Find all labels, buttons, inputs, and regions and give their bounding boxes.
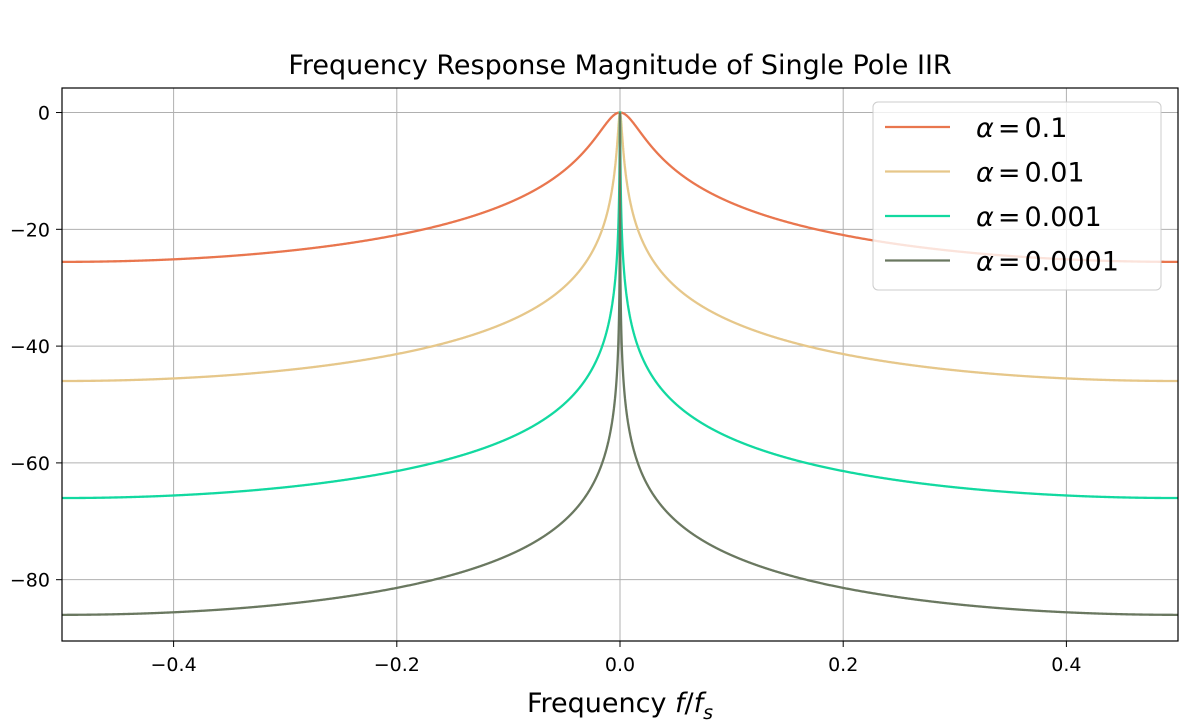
x-tick-label: 0.4 (1051, 654, 1081, 676)
x-tick-label: 0.0 (605, 654, 635, 676)
series-line-3 (62, 112, 1178, 616)
y-tick-label: −40 (10, 336, 50, 358)
x-tick-label: −0.2 (374, 654, 420, 676)
legend-label: α = 0.1 (976, 113, 1067, 144)
series-lines (62, 111, 1178, 616)
x-tick-label: 0.2 (828, 654, 858, 676)
legend-label: α = 0.01 (976, 158, 1085, 189)
chart-title: Frequency Response Magnitude of Single P… (288, 50, 951, 81)
x-tick-label: −0.4 (151, 654, 197, 676)
legend-label: α = 0.0001 (976, 247, 1119, 278)
legend-box (872, 101, 1162, 291)
legend: α = 0.1 α = 0.01 α = 0.001 α = 0.0001 (872, 101, 1162, 291)
y-tick-label: −80 (10, 570, 50, 592)
legend-label: α = 0.001 (976, 202, 1102, 233)
y-tick-label: −60 (10, 453, 50, 475)
y-tick-label: 0 (38, 103, 50, 125)
x-axis-label: Frequency f/fs (527, 688, 713, 720)
ticks: −0.4 −0.2 0.0 0.2 0.4 0 −20 −40 −60 −80 (10, 103, 1082, 676)
y-tick-label: −20 (10, 219, 50, 241)
